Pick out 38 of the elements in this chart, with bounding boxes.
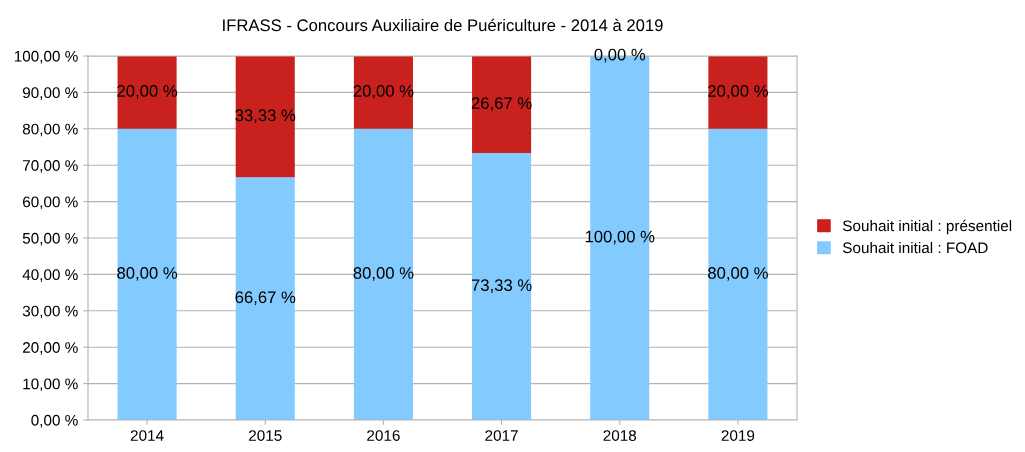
data-label: 66,67 % xyxy=(235,291,296,306)
data-label: 100,00 % xyxy=(585,230,655,245)
bar xyxy=(235,56,295,178)
data-label: 0,00 % xyxy=(594,48,646,63)
y-tick-label: 10,00 % xyxy=(23,378,78,392)
y-tick-label: 100,00 % xyxy=(14,50,78,64)
legend-label: Souhait initial : présentiel xyxy=(842,219,1012,235)
bar xyxy=(472,56,532,154)
data-label: 20,00 % xyxy=(708,85,768,99)
y-tick-label: 50,00 % xyxy=(22,232,78,246)
data-label: 80,00 % xyxy=(353,267,414,281)
data-label: 73,33 % xyxy=(471,279,532,293)
data-label: 80,00 % xyxy=(708,267,768,281)
y-tick-label: 80,00 % xyxy=(22,123,78,137)
y-tick-label: 60,00 % xyxy=(23,196,78,210)
x-tick-label: 2016 xyxy=(367,430,400,441)
bar xyxy=(353,128,413,420)
x-tick-label: 2019 xyxy=(721,430,755,441)
y-tick-label: 40,00 % xyxy=(22,269,78,282)
y-tick-label: 30,00 % xyxy=(22,305,78,319)
bar xyxy=(117,128,177,420)
legend-label: Souhait initial : FOAD xyxy=(842,241,988,254)
y-tick-label: 90,00 % xyxy=(22,87,78,100)
y-tick-label: 70,00 % xyxy=(23,160,78,173)
x-tick-label: 2014 xyxy=(130,430,164,441)
bar xyxy=(708,56,768,129)
bar xyxy=(472,153,532,420)
x-tick-label: 2018 xyxy=(603,430,637,441)
data-label: 80,00 % xyxy=(117,267,178,281)
bar xyxy=(708,128,768,420)
y-tick-label: 0,00 % xyxy=(31,414,78,428)
bar xyxy=(235,177,295,420)
x-tick-label: 2017 xyxy=(485,430,518,441)
bar xyxy=(117,56,177,129)
data-label: 20,00 % xyxy=(117,85,178,99)
chart-title: IFRASS - Concours Auxiliaire de Puériculture - 2014 à 2019 xyxy=(223,18,663,32)
y-tick-label: 20,00 % xyxy=(22,342,78,355)
x-tick-label: 2015 xyxy=(249,430,282,441)
